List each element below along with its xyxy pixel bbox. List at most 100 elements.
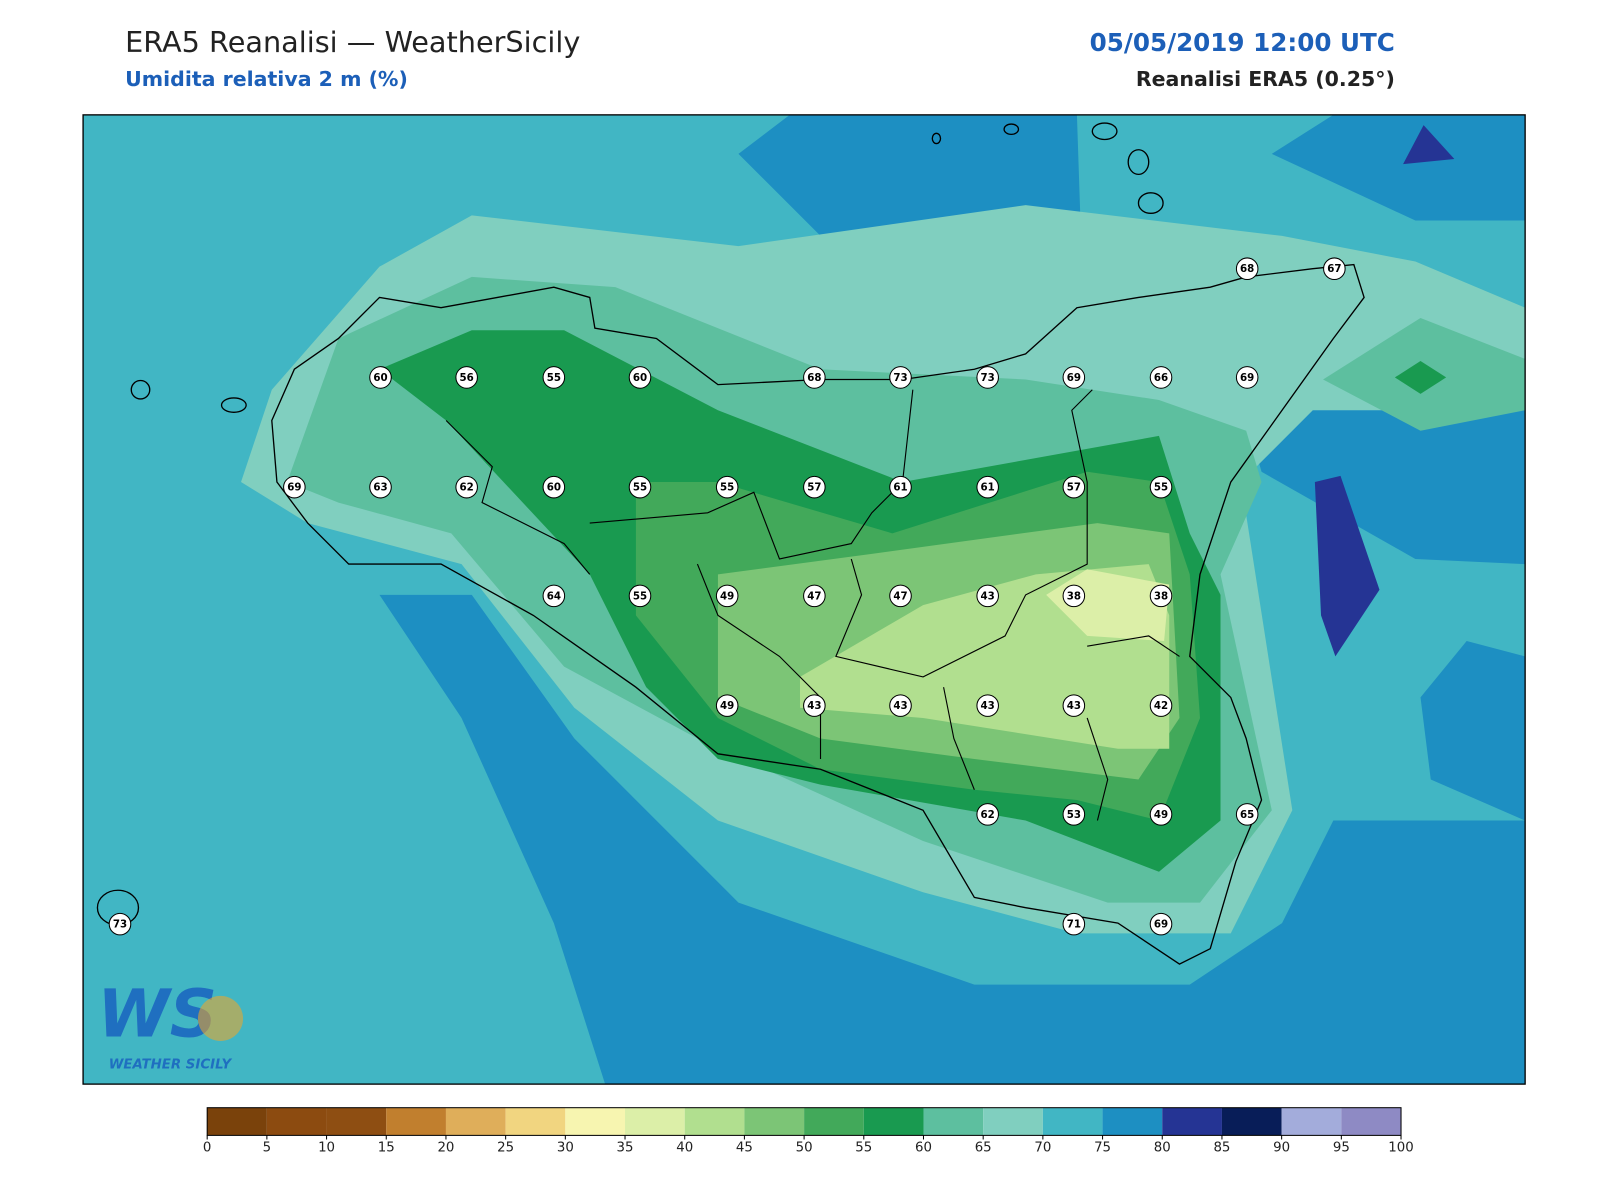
station-value: 67 [1327, 263, 1341, 275]
station-value: 65 [1240, 809, 1254, 821]
station-value: 38 [1154, 590, 1168, 602]
station-marker [1235, 366, 1259, 389]
station-value: 56 [460, 372, 474, 384]
station-marker [628, 475, 652, 499]
station-marker [628, 584, 652, 608]
station-marker [1062, 475, 1086, 499]
colorbar-swatch [1281, 1107, 1342, 1136]
colorbar-swatch [326, 1107, 387, 1136]
colorbar-swatch [744, 1107, 805, 1136]
station-marker [542, 584, 566, 608]
station-marker [803, 475, 826, 499]
station-marker [1323, 257, 1346, 280]
colorbar-swatch [1162, 1107, 1222, 1136]
station-marker [715, 584, 739, 608]
colorbar-tick-label: 15 [378, 1141, 395, 1156]
station-value: 63 [373, 482, 387, 494]
station-value: 66 [1154, 372, 1168, 384]
station-value: 60 [547, 482, 561, 494]
station-value: 60 [633, 372, 647, 384]
station-marker [1062, 584, 1086, 608]
colorbar-swatch [445, 1107, 506, 1136]
station-value: 62 [981, 809, 995, 821]
station-marker [889, 475, 912, 499]
station-value: 43 [981, 700, 995, 712]
station-value: 55 [547, 372, 561, 384]
station-value: 43 [981, 590, 995, 602]
colorbar-tick-label: 45 [736, 1141, 753, 1156]
station-value: 38 [1067, 590, 1081, 602]
colorbar-tick-label: 55 [855, 1141, 872, 1156]
field-80-85 [1314, 125, 1455, 657]
station-marker [1149, 803, 1173, 826]
station-marker [889, 584, 912, 608]
station-value: 69 [1240, 372, 1254, 384]
station-value: 71 [1067, 919, 1081, 931]
station-value: 42 [1154, 700, 1168, 712]
station-marker [1062, 366, 1086, 389]
station-marker [283, 475, 306, 499]
station-value: 55 [633, 482, 647, 494]
station-value: 43 [807, 700, 821, 712]
colorbar-swatch [266, 1107, 327, 1136]
colorbar-tick-label: 70 [1034, 1141, 1051, 1156]
station-value: 49 [720, 700, 734, 712]
colorbar-tick-label: 95 [1333, 1141, 1350, 1156]
station-marker [369, 366, 392, 389]
station-marker [1149, 475, 1173, 499]
station-value: 60 [373, 372, 387, 384]
station-value: 57 [807, 482, 821, 494]
station-value: 43 [1067, 700, 1081, 712]
station-value: 55 [1154, 482, 1168, 494]
colorbar-swatch [983, 1107, 1043, 1136]
station-value: 68 [807, 372, 821, 384]
colorbar-swatch [1221, 1107, 1282, 1136]
colorbar-tick-label: 0 [203, 1141, 211, 1156]
station-marker [1149, 584, 1173, 608]
map: 68 67 60 56 55 60 68 73 73 69 66 69 69 63 62 60 55 55 57 61… [83, 114, 1526, 1085]
station-marker [1062, 694, 1086, 717]
station-value: 73 [893, 372, 907, 384]
station-marker [108, 912, 132, 936]
colorbar-tick-label: 85 [1213, 1141, 1230, 1156]
station-value: 61 [893, 482, 907, 494]
logo: WS WEATHER SICILY [97, 977, 244, 1073]
logo-sun [197, 995, 244, 1042]
station-value: 69 [1067, 372, 1081, 384]
station-marker [803, 694, 826, 717]
colorbar-tick-label: 80 [1154, 1141, 1171, 1156]
colorbar-tick-label: 10 [318, 1141, 335, 1156]
station-value: 43 [893, 700, 907, 712]
station-marker [976, 694, 999, 717]
station-marker [1149, 694, 1173, 717]
station-marker [889, 694, 912, 717]
station-value: 55 [720, 482, 734, 494]
colorbar-swatch [923, 1107, 984, 1136]
colorbar-swatch [1102, 1107, 1163, 1136]
colorbar-swatch [565, 1107, 626, 1136]
station-marker [803, 584, 826, 608]
station-value: 64 [547, 590, 561, 602]
station-value: 61 [981, 482, 995, 494]
colorbar-tick-label: 40 [676, 1141, 693, 1156]
colorbar-swatch [684, 1107, 745, 1136]
colorbar-swatch [1341, 1107, 1402, 1136]
station-marker [1062, 912, 1086, 936]
colorbar-tick-label: 60 [915, 1141, 932, 1156]
colorbar-swatch [625, 1107, 685, 1136]
station-marker [1149, 912, 1173, 936]
station-value: 68 [1240, 263, 1254, 275]
stations: 68 67 60 56 55 60 68 73 73 69 66 69 69 63 62 60 55 55 57 61… [108, 257, 1346, 936]
station-value: 49 [1154, 809, 1168, 821]
station-value: 55 [633, 590, 647, 602]
station-marker [715, 694, 739, 717]
colorbar-swatch [505, 1107, 566, 1136]
source: Reanalisi ERA5 (0.25°) [1136, 67, 1395, 91]
station-value: 69 [287, 482, 301, 494]
station-value: 47 [893, 590, 907, 602]
colorbar-tick-label: 75 [1094, 1141, 1111, 1156]
station-value: 73 [981, 372, 995, 384]
station-marker [628, 366, 652, 389]
colorbar-tick-label: 30 [557, 1141, 574, 1156]
station-marker [976, 584, 999, 608]
